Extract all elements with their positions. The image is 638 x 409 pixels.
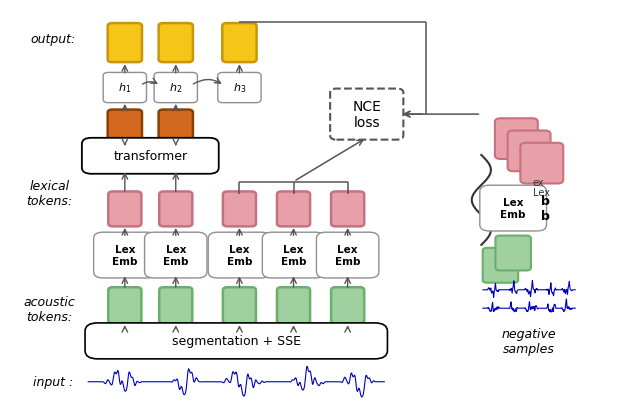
Text: input :: input :: [33, 375, 73, 388]
FancyBboxPatch shape: [108, 288, 142, 324]
Text: Lex
Emb: Lex Emb: [226, 245, 252, 266]
Text: Lex
Emb: Lex Emb: [335, 245, 360, 266]
FancyBboxPatch shape: [480, 186, 547, 231]
FancyBboxPatch shape: [483, 248, 518, 283]
FancyBboxPatch shape: [218, 73, 261, 103]
Text: Lex
Emb: Lex Emb: [163, 245, 188, 266]
FancyBboxPatch shape: [108, 192, 142, 227]
FancyBboxPatch shape: [208, 233, 271, 278]
Text: lexical
tokens:: lexical tokens:: [27, 179, 73, 207]
Text: Lex: Lex: [533, 187, 550, 197]
FancyBboxPatch shape: [330, 89, 403, 140]
FancyBboxPatch shape: [108, 24, 142, 63]
Text: acoustic
tokens:: acoustic tokens:: [24, 296, 75, 324]
FancyBboxPatch shape: [262, 233, 325, 278]
FancyBboxPatch shape: [159, 110, 193, 148]
Text: Lex
Emb: Lex Emb: [500, 198, 526, 219]
Text: output:: output:: [30, 33, 75, 46]
FancyBboxPatch shape: [154, 73, 197, 103]
FancyBboxPatch shape: [331, 288, 364, 324]
FancyBboxPatch shape: [145, 233, 207, 278]
FancyBboxPatch shape: [331, 192, 364, 227]
Text: negative
samples: negative samples: [501, 327, 556, 355]
FancyBboxPatch shape: [277, 288, 310, 324]
FancyBboxPatch shape: [103, 73, 147, 103]
FancyBboxPatch shape: [495, 119, 538, 160]
FancyBboxPatch shape: [94, 233, 156, 278]
Text: b: b: [541, 209, 550, 222]
FancyBboxPatch shape: [223, 192, 256, 227]
FancyBboxPatch shape: [159, 24, 193, 63]
Text: $h_3$: $h_3$: [233, 81, 246, 95]
FancyBboxPatch shape: [521, 144, 563, 184]
FancyBboxPatch shape: [160, 288, 192, 324]
Text: ex: ex: [533, 177, 544, 187]
FancyBboxPatch shape: [316, 233, 379, 278]
FancyBboxPatch shape: [85, 323, 387, 359]
FancyBboxPatch shape: [495, 236, 531, 271]
FancyBboxPatch shape: [222, 24, 256, 63]
FancyBboxPatch shape: [82, 139, 219, 174]
Text: b: b: [541, 195, 550, 208]
Text: $h_1$: $h_1$: [118, 81, 131, 95]
Text: segmentation + SSE: segmentation + SSE: [172, 335, 300, 348]
FancyBboxPatch shape: [160, 192, 192, 227]
Text: $h_2$: $h_2$: [169, 81, 182, 95]
FancyBboxPatch shape: [223, 288, 256, 324]
FancyBboxPatch shape: [277, 192, 310, 227]
FancyBboxPatch shape: [108, 110, 142, 148]
Text: Lex
Emb: Lex Emb: [281, 245, 306, 266]
FancyBboxPatch shape: [508, 131, 551, 172]
Text: Lex
Emb: Lex Emb: [112, 245, 138, 266]
Text: NCE
loss: NCE loss: [352, 100, 381, 130]
Text: transformer: transformer: [113, 150, 188, 163]
